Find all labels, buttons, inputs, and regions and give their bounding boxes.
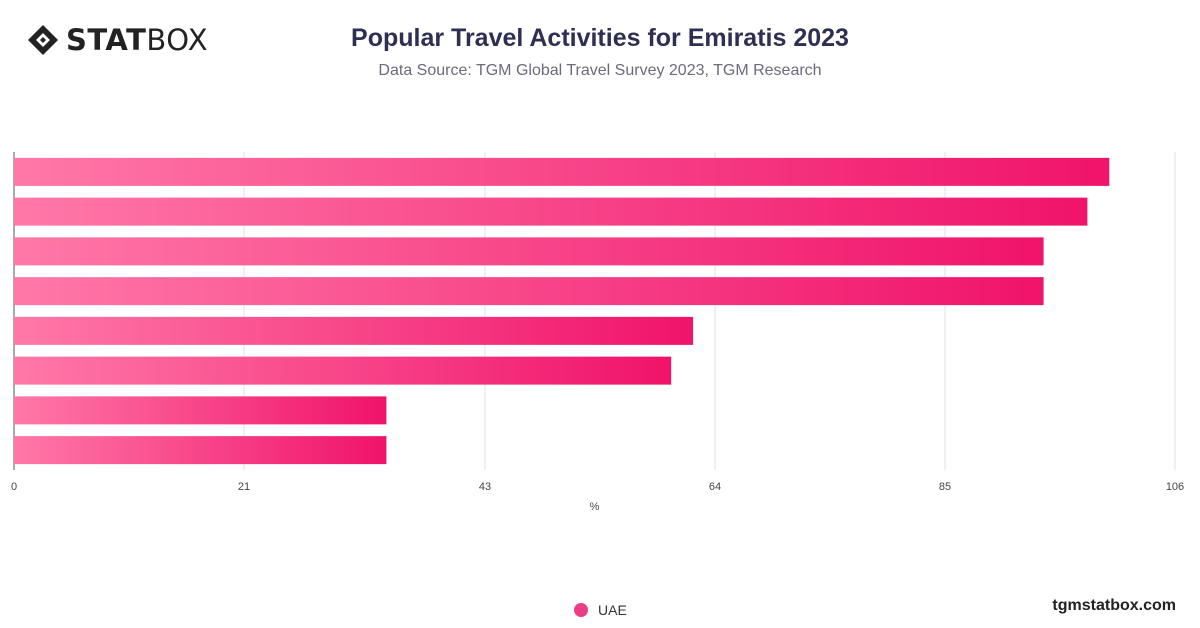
bar[interactable]	[14, 197, 1088, 226]
bar[interactable]	[14, 356, 672, 385]
logo: STATBOX	[26, 22, 208, 58]
bar-chart: 0 21 43 64 85 106 %	[11, 152, 1184, 513]
bars	[14, 157, 1110, 465]
x-axis-label: %	[590, 501, 600, 513]
x-tick-label: 64	[709, 481, 721, 493]
bar[interactable]	[14, 237, 1044, 266]
bar[interactable]	[14, 436, 387, 465]
logo-text-bold: STAT	[66, 23, 147, 57]
logo-text-light: BOX	[146, 23, 209, 57]
x-tick-label: 85	[939, 481, 951, 493]
x-tick-label: 43	[479, 481, 491, 493]
logo-text: STATBOX	[66, 22, 208, 58]
chart-title: Popular Travel Activities for Emiratis 2…	[351, 24, 849, 52]
logo-diamond-icon	[28, 25, 58, 55]
x-tick-label: 21	[238, 481, 250, 493]
bar[interactable]	[14, 157, 1110, 186]
bar[interactable]	[14, 396, 387, 425]
chart-subtitle: Data Source: TGM Global Travel Survey 20…	[378, 62, 822, 79]
bar[interactable]	[14, 316, 694, 345]
legend-marker-icon	[574, 603, 588, 617]
bar[interactable]	[14, 277, 1044, 306]
x-axis-ticks: 0 21 43 64 85 106	[11, 481, 1184, 493]
legend-label: UAE	[598, 602, 627, 618]
x-tick-label: 106	[1166, 481, 1184, 493]
legend[interactable]: UAE	[574, 602, 627, 618]
x-tick-label: 0	[11, 481, 17, 493]
footer-brand: tgmstatbox.com	[1052, 597, 1176, 614]
